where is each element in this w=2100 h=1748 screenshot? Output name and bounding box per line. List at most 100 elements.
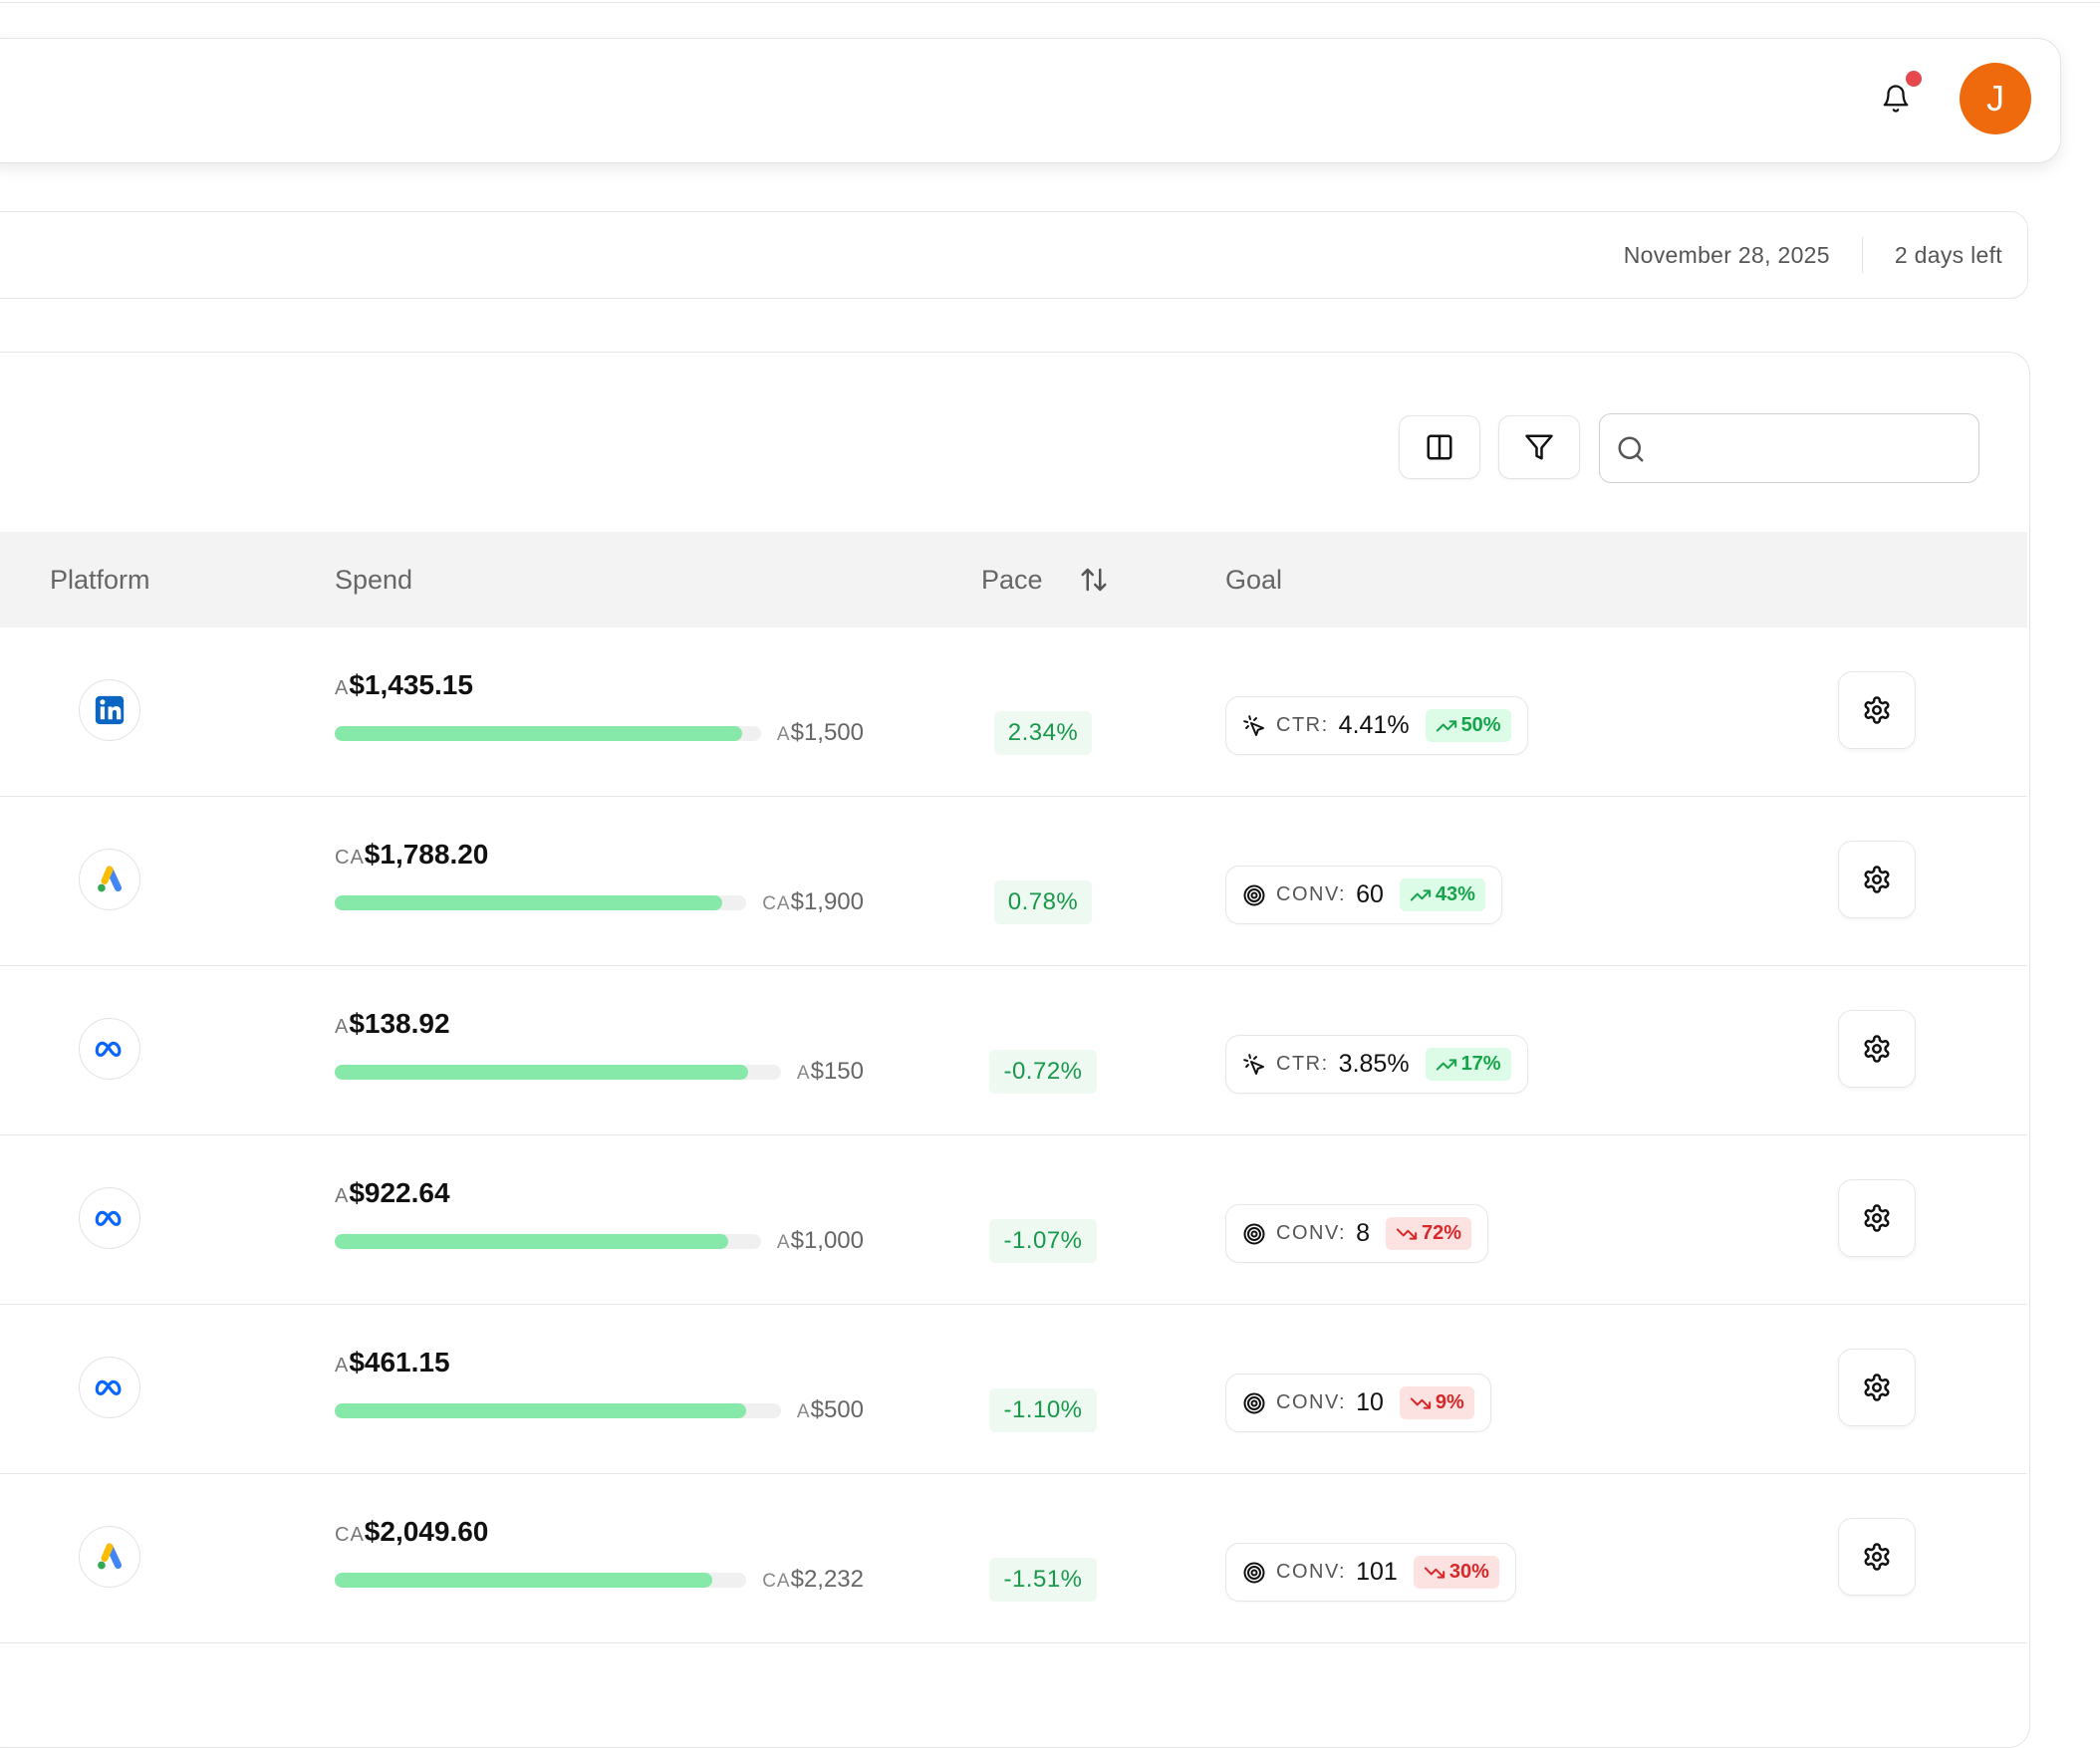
trend-icon-glyph: [1426, 1568, 1444, 1577]
platform-icon: [79, 1187, 140, 1249]
goal-pill: CONV: 8 72%: [1225, 1204, 1489, 1263]
goal-metric: CONV:: [1276, 1391, 1347, 1413]
columns-button[interactable]: [1399, 415, 1480, 479]
pace-cell: -1.51%: [943, 1558, 1143, 1602]
platform-icon: [79, 679, 140, 741]
gear-icon: [1862, 1203, 1892, 1233]
budget-currency: A: [796, 1063, 811, 1084]
date-bar: November 28, 2025 2 days left: [0, 211, 2028, 299]
divider: [1861, 237, 1863, 273]
platform-logo-glyph: [98, 870, 118, 891]
budget-value: $2,232: [790, 1566, 864, 1593]
spend-value: $922.64: [349, 1177, 450, 1208]
goal-icon: [1242, 714, 1266, 738]
goal-icon-glyph: [1245, 1393, 1264, 1412]
column-header[interactable]: Pace: [981, 565, 1043, 595]
spend-value: $138.92: [349, 1008, 450, 1039]
pace-cell: -1.10%: [943, 1388, 1143, 1432]
budget-amount: A$500: [797, 1396, 864, 1424]
spend-currency: A: [335, 677, 350, 699]
settings-button[interactable]: [1838, 1010, 1916, 1088]
date: November 28, 2025: [1623, 241, 1830, 268]
table-row: CA$2,049.60 CA$2,232 -1.51% CONV: 101 30%: [0, 1474, 2027, 1643]
gear-icon: [1862, 865, 1892, 894]
goal-icon-glyph: [1245, 1563, 1264, 1582]
trend-icon: [1424, 1562, 1445, 1584]
pace-badge: 2.34%: [993, 711, 1093, 755]
spend-currency: A: [335, 1355, 350, 1376]
budget-currency: A: [796, 1401, 811, 1422]
gear-icon: [1862, 1373, 1892, 1402]
goal-metric: CTR:: [1276, 1053, 1329, 1075]
spend-amount: A$922.64: [335, 1177, 450, 1209]
progress-track: [335, 894, 747, 910]
platform-icon: [79, 1526, 140, 1588]
platform-logo: [93, 1032, 127, 1066]
trend-icon: [1396, 1223, 1418, 1245]
table-row: A$1,435.15 A$1,500 2.34% CTR: 4.41% 50%: [0, 627, 2027, 797]
settings-button[interactable]: [1838, 1349, 1916, 1426]
filter-button[interactable]: [1498, 415, 1580, 479]
column-header[interactable]: Platform: [50, 565, 150, 595]
column-header[interactable]: Spend: [335, 565, 413, 595]
budget-currency: A: [776, 1232, 791, 1253]
goal-change-badge: 9%: [1399, 1386, 1474, 1419]
days-left: 2 days left: [1894, 241, 2002, 268]
goal-pill: CTR: 3.85% 17%: [1225, 1035, 1528, 1094]
goal-change-badge: 72%: [1386, 1217, 1472, 1250]
spend-currency: A: [335, 1185, 350, 1207]
pace-cell: 2.34%: [943, 711, 1143, 755]
goal-value: 101: [1356, 1558, 1398, 1586]
goal-change-badge: 43%: [1399, 878, 1485, 911]
columns-icon: [1427, 434, 1452, 460]
goal-icon-glyph: [1244, 1055, 1263, 1074]
notifications-button[interactable]: [1881, 84, 1911, 114]
budget-progress: A$500: [335, 1396, 864, 1424]
goal-icon: [1242, 1561, 1266, 1585]
goal-value: 4.41%: [1338, 711, 1410, 739]
platform-icon: [79, 1018, 140, 1080]
budget-amount: CA$1,900: [762, 888, 864, 916]
goal-change-badge: 30%: [1413, 1556, 1499, 1589]
gear-icon-glyph: [1866, 1206, 1889, 1231]
gear-icon-glyph: [1866, 1375, 1889, 1400]
goal-icon: [1242, 1053, 1266, 1077]
goal-metric: CONV:: [1276, 883, 1347, 905]
settings-button[interactable]: [1838, 1179, 1916, 1257]
progress-track: [335, 725, 761, 741]
platform-logo-glyph: [97, 1043, 120, 1055]
settings-button[interactable]: [1838, 841, 1916, 918]
top-bar: [0, 38, 2061, 163]
budget-progress: A$1,000: [335, 1227, 864, 1255]
goal-icon: [1242, 1222, 1266, 1246]
budget-currency: CA: [762, 1571, 791, 1592]
trend-icon-glyph: [1437, 1060, 1454, 1069]
table-row: A$138.92 A$150 -0.72% CTR: 3.85% 17%: [0, 966, 2027, 1135]
column-header[interactable]: Goal: [1225, 565, 1283, 595]
goal-change: 72%: [1422, 1222, 1462, 1244]
trend-icon-glyph: [1398, 1229, 1416, 1238]
goal-icon: [1242, 1391, 1266, 1415]
settings-button[interactable]: [1838, 671, 1916, 749]
sort-icon[interactable]: [1079, 565, 1109, 595]
goal-metric: CONV:: [1276, 1222, 1347, 1244]
platform-logo: [93, 863, 127, 896]
goal-change: 17%: [1460, 1053, 1501, 1075]
budget-progress: A$1,500: [335, 719, 864, 747]
goal-change-badge: 17%: [1425, 1048, 1511, 1081]
settings-button[interactable]: [1838, 1518, 1916, 1596]
spend-value: $1,788.20: [364, 839, 489, 870]
table-row: A$922.64 A$1,000 -1.07% CONV: 8 72%: [0, 1135, 2027, 1305]
gear-icon-glyph: [1866, 698, 1889, 723]
goal-change: 9%: [1435, 1391, 1464, 1413]
user-avatar[interactable]: J: [1960, 63, 2031, 134]
spend-value: $1,435.15: [349, 669, 473, 700]
progress-fill: [335, 1064, 748, 1080]
search-input[interactable]: [1599, 413, 1979, 483]
progress-track: [335, 1064, 781, 1080]
platform-icon: [79, 849, 140, 910]
trend-icon: [1436, 715, 1457, 737]
trend-icon: [1436, 1054, 1457, 1076]
budget-amount: A$150: [797, 1058, 864, 1086]
notification-dot: [1906, 71, 1922, 87]
